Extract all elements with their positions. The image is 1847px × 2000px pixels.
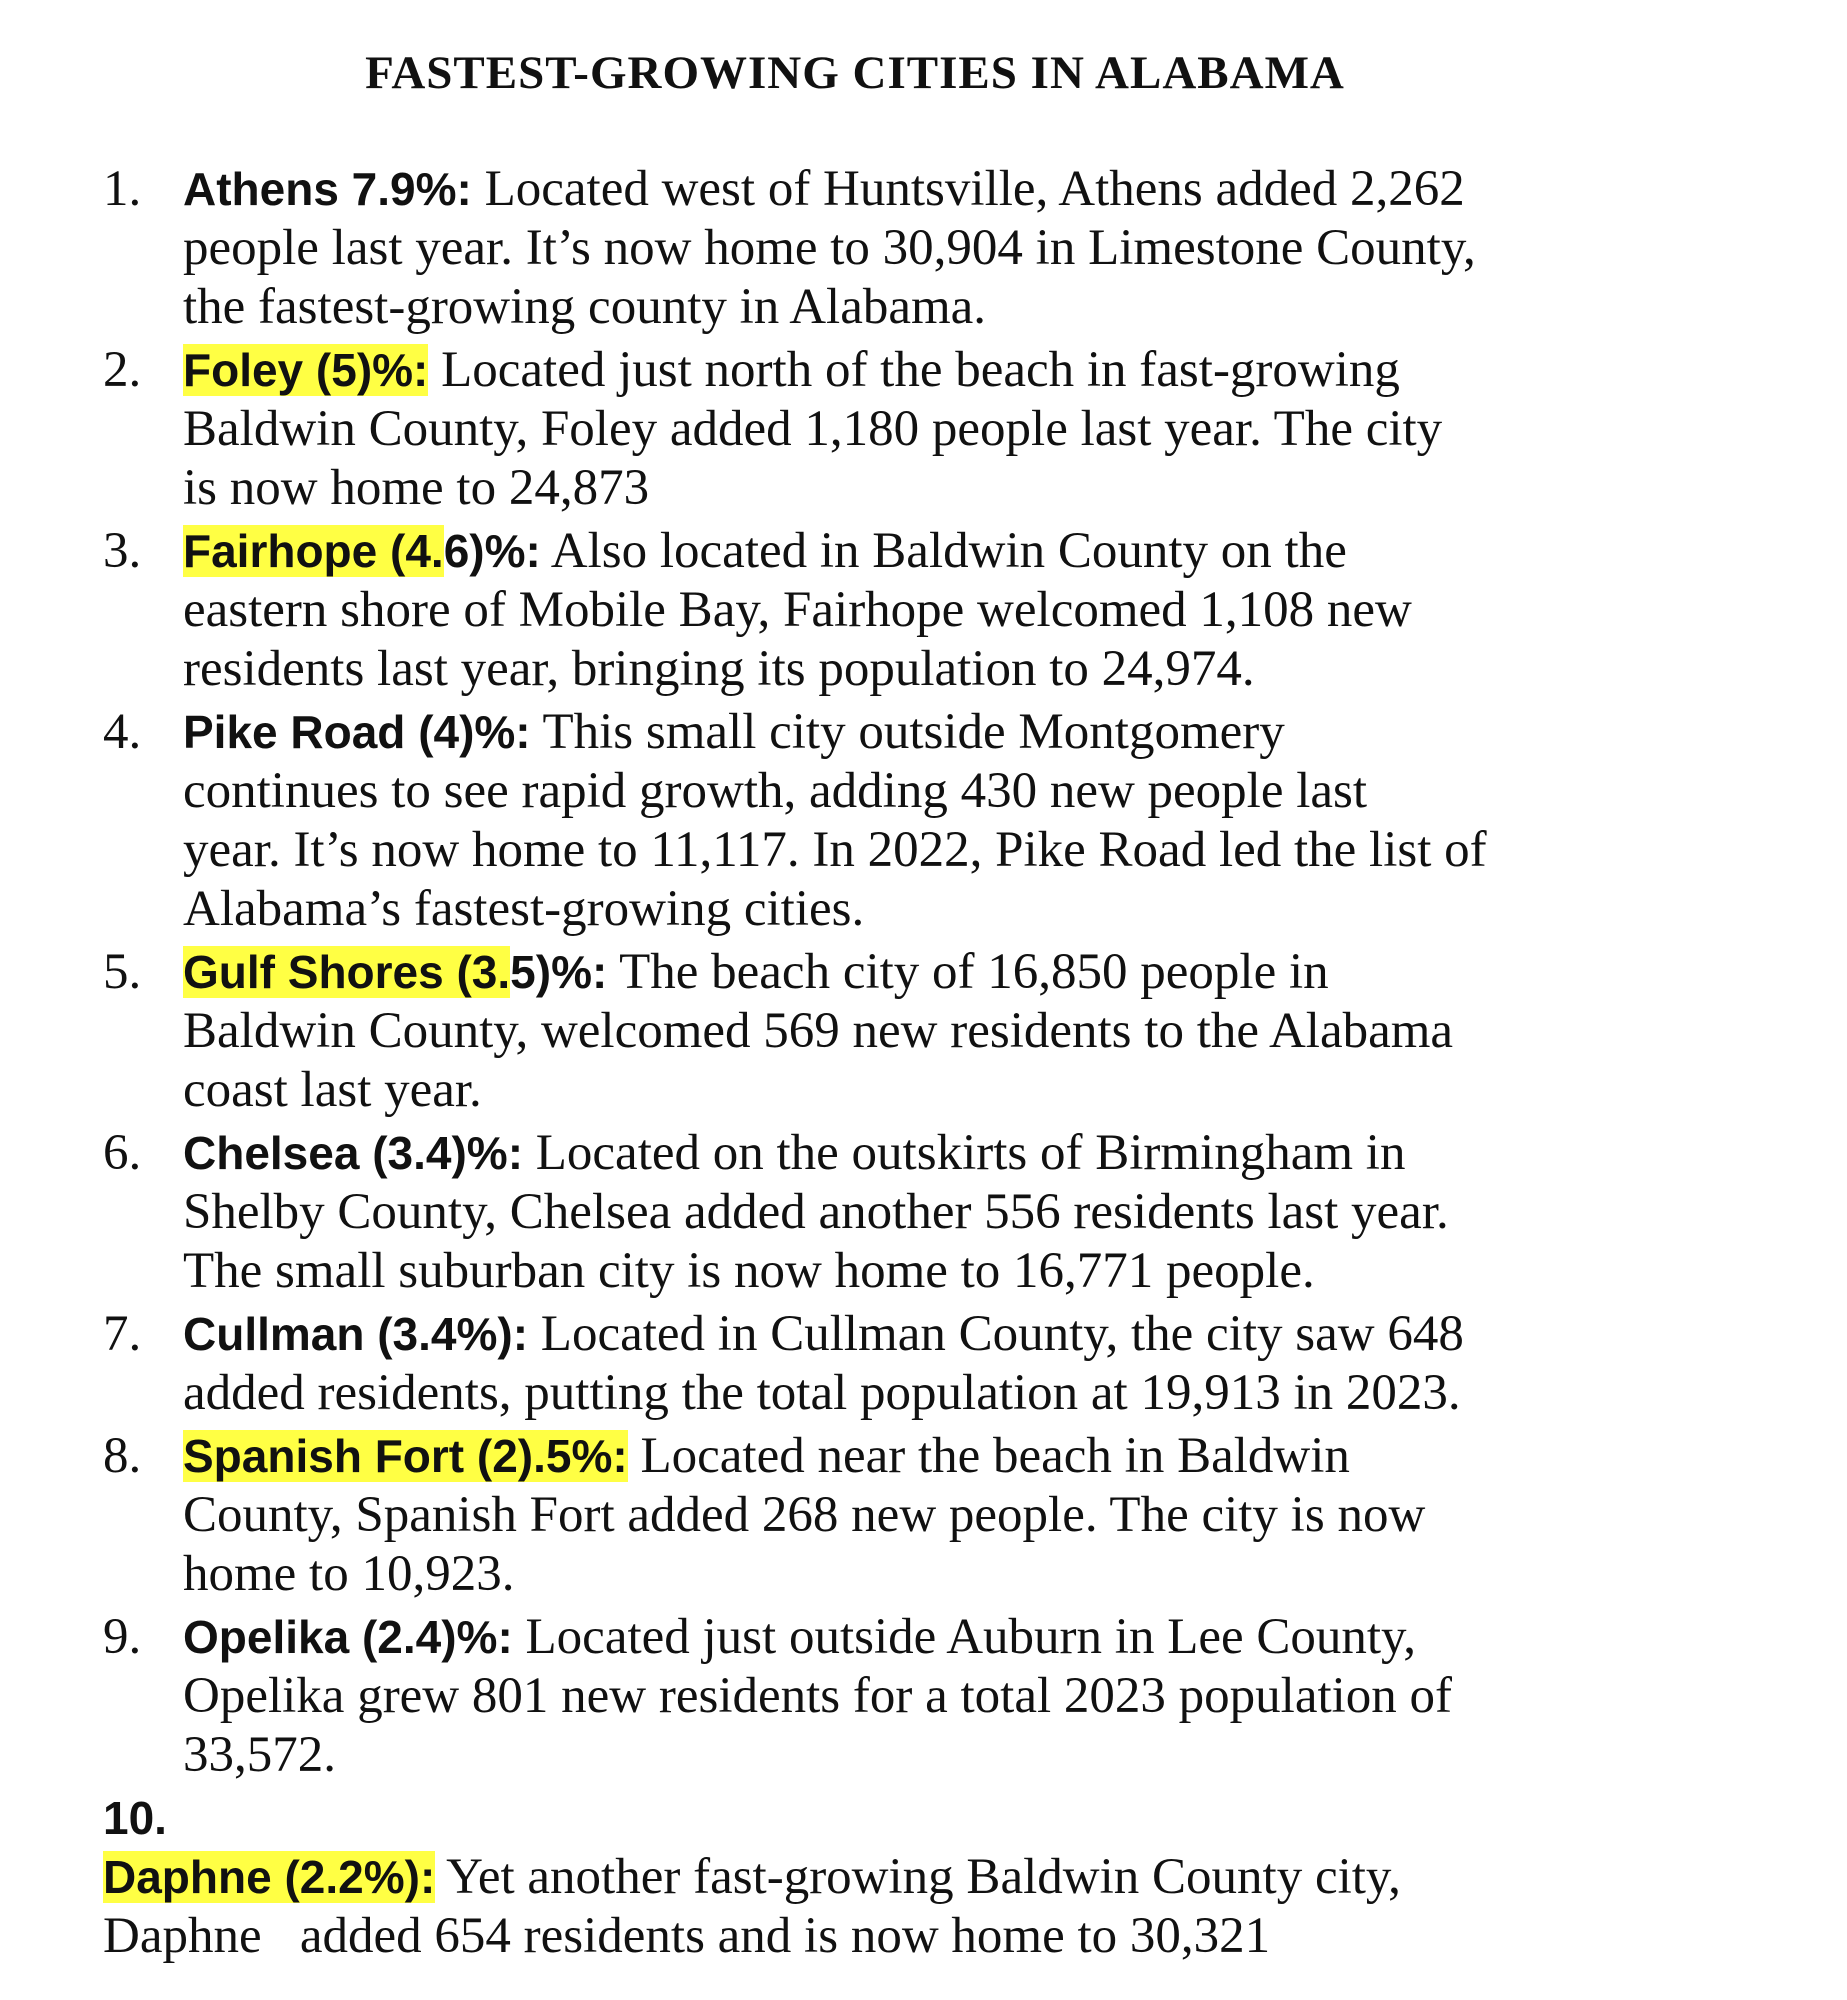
item-text: Yet another fast-growing Baldwin County … [435, 1849, 1401, 1905]
item-number: 4. [103, 704, 142, 760]
item-number: 3. [103, 523, 142, 579]
item-number: 9. [103, 1609, 142, 1665]
item-line: continues to see rapid growth, adding 43… [183, 762, 1753, 821]
city-label: Pike Road (4)%: [183, 706, 531, 758]
list-item: 5. Gulf Shores (3.5)%: The beach city of … [103, 943, 1753, 1120]
item-text: is now home to 24,873 [183, 460, 650, 516]
list-item: 3. Fairhope (4.6)%: Also located in Baldw… [103, 522, 1753, 699]
item-number: 8. [103, 1428, 142, 1484]
city-list: 1. Athens 7.9%: Located west of Huntsvill… [103, 160, 1753, 1970]
item-text: added residents, putting the total popul… [183, 1365, 1461, 1421]
highlighted-city-label: Foley (5)%: [183, 344, 429, 396]
item-text: The small suburban city is now home to 1… [183, 1243, 1315, 1299]
item-text: Located near the beach in Baldwin [627, 1428, 1350, 1484]
item-text: Located in Cullman County, the city saw … [528, 1306, 1464, 1362]
item-text: Shelby County, Chelsea added another 556… [183, 1184, 1449, 1240]
city-label: Opelika (2.4)%: [183, 1611, 513, 1663]
highlighted-city-label: Spanish Fort (2).5%: [183, 1430, 628, 1482]
item-line: Opelika grew 801 new residents for a tot… [183, 1667, 1753, 1726]
item-text: Also located in Baldwin County on the [540, 523, 1347, 579]
item-line: coast last year. [183, 1061, 1753, 1120]
item-line: eastern shore of Mobile Bay, Fairhope we… [183, 581, 1753, 640]
item-number: 6. [103, 1125, 142, 1181]
list-item: 7. Cullman (3.4%): Located in Cullman Cou… [103, 1305, 1753, 1423]
item-text: Alabama’s fastest-growing cities. [183, 881, 865, 937]
item-line: residents last year, bringing its popula… [183, 640, 1753, 699]
item-text: Located on the outskirts of Birmingham i… [523, 1125, 1406, 1181]
highlighted-city-label: Fairhope (4. [183, 525, 444, 577]
city-label: Cullman (3.4%): [183, 1308, 529, 1360]
item-line: Foley (5)%: Located just north of the be… [183, 341, 1753, 400]
item-line: The small suburban city is now home to 1… [183, 1242, 1753, 1301]
item-text: Located just north of the beach in fast-… [428, 342, 1400, 398]
item-line: added residents, putting the total popul… [183, 1364, 1753, 1423]
item-number: 1. [103, 161, 142, 217]
item-line: Daphne added 654 residents and is now ho… [103, 1907, 1753, 1966]
item-line: Fairhope (4.6)%: Also located in Baldwin… [183, 522, 1753, 581]
item-text: Baldwin County, welcomed 569 new residen… [183, 1003, 1454, 1059]
item-text: people last year. It’s now home to 30,90… [183, 220, 1476, 276]
item-number: 2. [103, 342, 142, 398]
list-item: 4. Pike Road (4)%: This small city outsid… [103, 703, 1753, 939]
list-item: 10. Daphne (2.2%): Yet another fast-growi… [103, 1789, 1753, 1966]
item-text: County, Spanish Fort added 268 new peopl… [183, 1487, 1426, 1543]
item-text: coast last year. [183, 1062, 482, 1118]
item-number: 10. [103, 1792, 167, 1844]
item-line: County, Spanish Fort added 268 new peopl… [183, 1486, 1753, 1545]
item-line: Spanish Fort (2).5%: Located near the be… [183, 1427, 1753, 1486]
item-text: eastern shore of Mobile Bay, Fairhope we… [183, 582, 1412, 638]
item-text: the fastest-growing county in Alabama. [183, 279, 987, 335]
city-label: Chelsea (3.4)%: [183, 1127, 524, 1179]
item-line: Baldwin County, welcomed 569 new residen… [183, 1002, 1753, 1061]
city-label: 5)%: [510, 946, 608, 998]
item-line: Daphne (2.2%): Yet another fast-growing … [103, 1848, 1753, 1907]
item-number: 5. [103, 944, 142, 1000]
item-line: Athens 7.9%: Located west of Huntsville,… [183, 160, 1753, 219]
item-line: Gulf Shores (3.5)%: The beach city of 16… [183, 943, 1753, 1002]
city-label: 6)%: [443, 525, 541, 577]
item-line: the fastest-growing county in Alabama. [183, 278, 1753, 337]
item-number: 7. [103, 1306, 142, 1362]
item-text: 33,572. [183, 1727, 336, 1783]
page-title: FASTEST-GROWING CITIES IN ALABAMA [365, 47, 1345, 99]
item-line: is now home to 24,873 [183, 459, 1753, 518]
item-text: year. It’s now home to 11,117. In 2022, … [183, 822, 1487, 878]
item-line: people last year. It’s now home to 30,90… [183, 219, 1753, 278]
item-line: Opelika (2.4)%: Located just outside Aub… [183, 1608, 1753, 1667]
item-text: Located west of Huntsville, Athens added… [471, 161, 1465, 217]
list-item: 8. Spanish Fort (2).5%: Located near the … [103, 1427, 1753, 1604]
list-item: 2. Foley (5)%: Located just north of the … [103, 341, 1753, 518]
item-text: The beach city of 16,850 people in [607, 944, 1329, 1000]
item-text: This small city outside Montgomery [530, 704, 1285, 760]
item-text: Located just outside Auburn in Lee Count… [512, 1609, 1416, 1665]
item-text: home to 10,923. [183, 1546, 515, 1602]
item-line: Alabama’s fastest-growing cities. [183, 880, 1753, 939]
city-label: Athens 7.9%: [183, 163, 472, 215]
item-line: year. It’s now home to 11,117. In 2022, … [183, 821, 1753, 880]
list-item: 1. Athens 7.9%: Located west of Huntsvill… [103, 160, 1753, 337]
list-item: 9. Opelika (2.4)%: Located just outside A… [103, 1608, 1753, 1785]
item-line: Cullman (3.4%): Located in Cullman Count… [183, 1305, 1753, 1364]
item-line: Chelsea (3.4)%: Located on the outskirts… [183, 1124, 1753, 1183]
highlighted-city-label: Gulf Shores (3. [183, 946, 511, 998]
item-line: Shelby County, Chelsea added another 556… [183, 1183, 1753, 1242]
item-text: Opelika grew 801 new residents for a tot… [183, 1668, 1453, 1724]
item-text: residents last year, bringing its popula… [183, 641, 1255, 697]
item-text: Baldwin County, Foley added 1,180 people… [183, 401, 1443, 457]
item-line: Pike Road (4)%: This small city outside … [183, 703, 1753, 762]
item-line: Baldwin County, Foley added 1,180 people… [183, 400, 1753, 459]
item-text: Daphne added 654 residents and is now ho… [103, 1908, 1271, 1964]
highlighted-city-label: Daphne (2.2%): [103, 1851, 436, 1903]
item-text: continues to see rapid growth, adding 43… [183, 763, 1368, 819]
item-line: 33,572. [183, 1726, 1753, 1785]
list-item: 6. Chelsea (3.4)%: Located on the outskir… [103, 1124, 1753, 1301]
item-line: home to 10,923. [183, 1545, 1753, 1604]
